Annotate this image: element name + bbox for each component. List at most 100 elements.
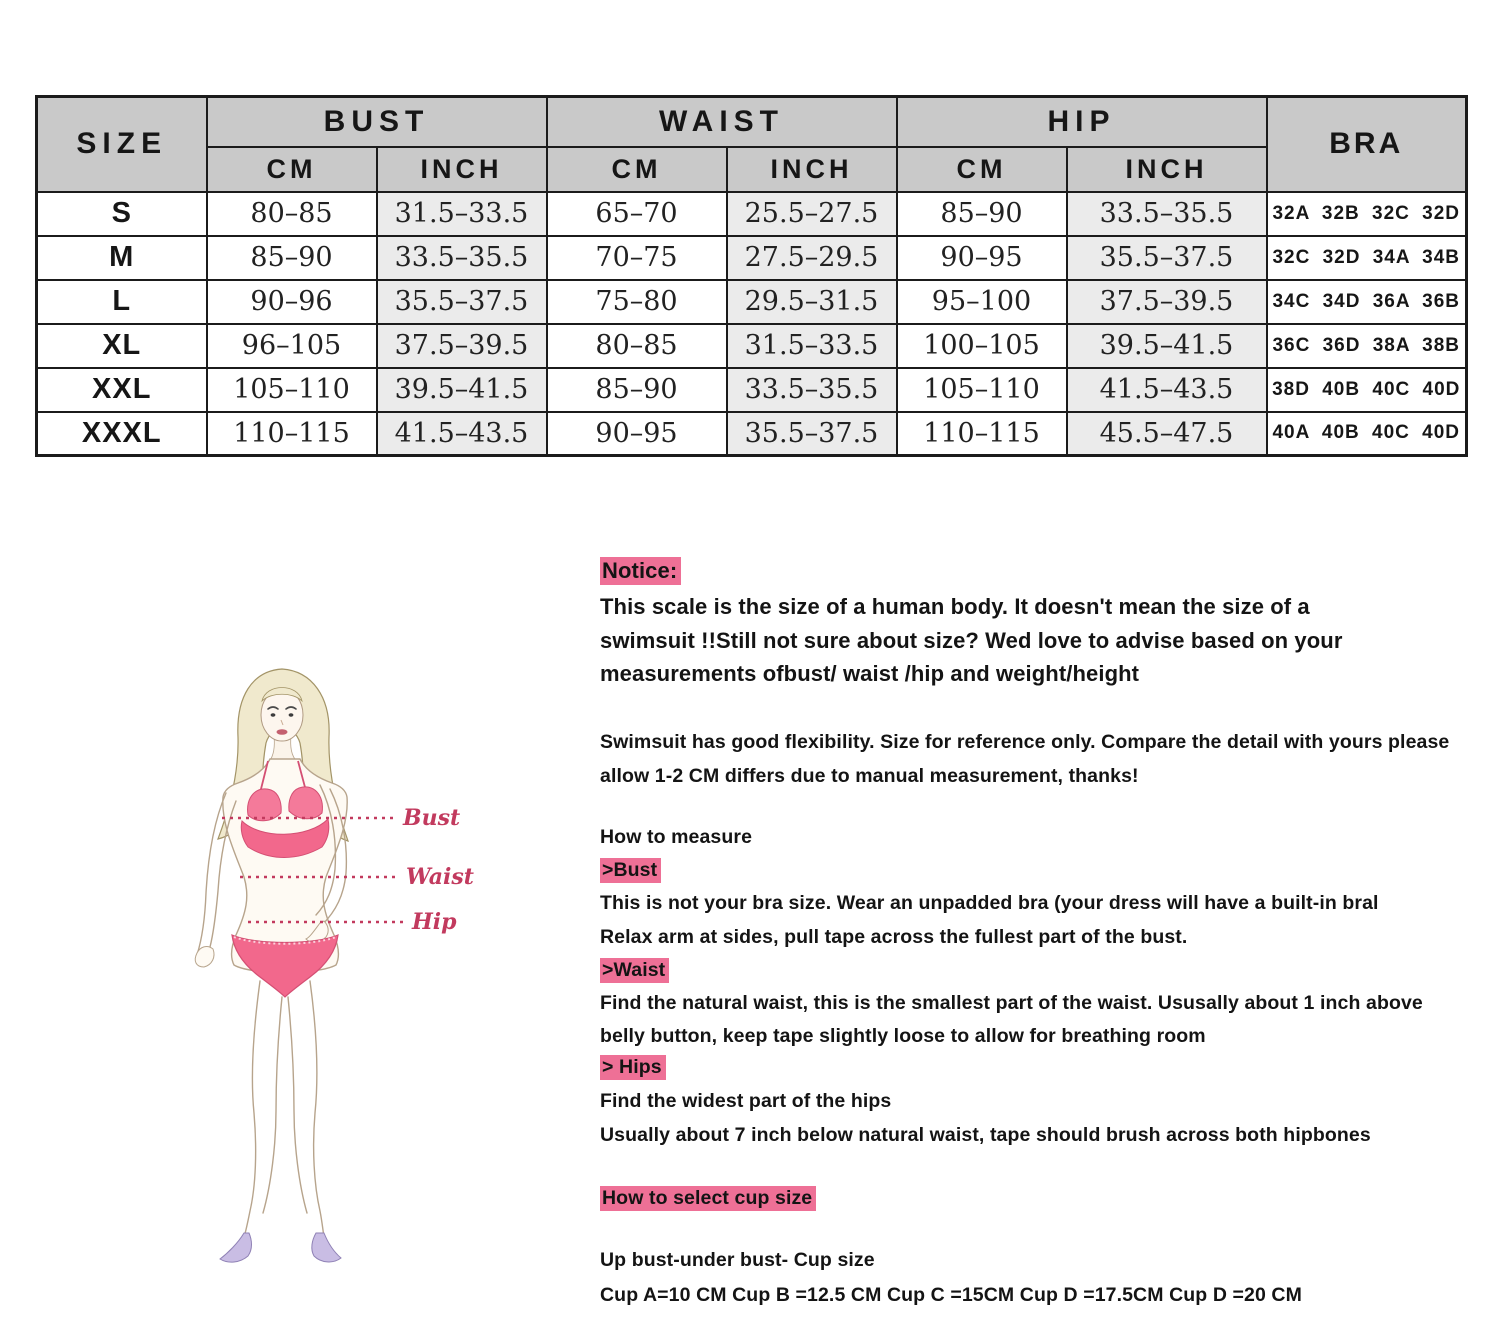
col-subheader-hip-inch: INCH — [1065, 145, 1268, 193]
bust-label: Bust — [402, 805, 460, 831]
hip-inch-value: 35.5–37.5 — [1065, 234, 1268, 281]
bra-value: 38D 40B 40C 40D — [1265, 366, 1468, 413]
bust-section-heading: >Bust — [600, 857, 662, 883]
notice-heading: Notice: — [600, 557, 682, 585]
size-chart-table-container: SIZE BUST WAIST HIP BRA CM INCH CM INCH … — [35, 95, 1468, 457]
hip-inch-value: 45.5–47.5 — [1065, 410, 1268, 457]
bust-inch-value: 33.5–35.5 — [375, 234, 548, 281]
bikini-top-cup-left — [247, 788, 282, 822]
hip-cm-value: 85–90 — [895, 190, 1068, 237]
notice-text-line: measurements ofbust/ waist /hip and weig… — [600, 661, 1140, 686]
bikini-bottom-waistband — [233, 936, 337, 945]
flexibility-text-line: allow 1-2 CM differs due to manual measu… — [600, 765, 1139, 787]
figure-shoe-left — [219, 1232, 252, 1263]
col-header-hip: HIP — [895, 95, 1268, 148]
notice-text-line: This scale is the size of a human body. … — [600, 594, 1310, 619]
waist-cm-value: 85–90 — [545, 366, 728, 413]
figure-nose — [280, 719, 284, 726]
bikini-top-band — [240, 817, 330, 858]
hip-inch-value: 37.5–39.5 — [1065, 278, 1268, 325]
size-value: XXXL — [35, 410, 208, 457]
bra-value: 40A 40B 40C 40D — [1265, 410, 1468, 457]
figure-shoe-right — [311, 1232, 342, 1263]
figure-eye-right — [288, 713, 294, 717]
waist-inch-value: 33.5–35.5 — [725, 366, 898, 413]
table-header-row-units: CM INCH CM INCH CM INCH — [37, 145, 1467, 193]
table-row: M 85–90 33.5–35.5 70–75 27.5–29.5 90–95 … — [35, 234, 1468, 281]
hip-inch-value: 39.5–41.5 — [1065, 322, 1268, 369]
table-row: XL 96–105 37.5–39.5 80–85 31.5–33.5 100–… — [35, 322, 1468, 369]
waist-cm-value: 80–85 — [545, 322, 728, 369]
table-row: S 80–85 31.5–33.5 65–70 25.5–27.5 85–90 … — [35, 190, 1468, 237]
bust-cm-value: 110–115 — [205, 410, 378, 457]
flexibility-text-line: Swimsuit has good flexibility. Size for … — [600, 731, 1450, 753]
waist-cm-value: 90–95 — [545, 410, 728, 457]
size-value: S — [35, 190, 208, 237]
waist-inch-value: 25.5–27.5 — [725, 190, 898, 237]
figure-sketch-svg: Bust Waist Hip — [194, 668, 474, 1263]
col-header-bust: BUST — [205, 95, 548, 148]
hip-inch-value: 41.5–43.5 — [1065, 366, 1268, 413]
hips-instruction-line: Usually about 7 inch below natural waist… — [600, 1124, 1371, 1146]
size-value: XL — [35, 322, 208, 369]
bra-value: 32A 32B 32C 32D — [1265, 190, 1468, 237]
size-chart-table: SIZE BUST WAIST HIP BRA CM INCH CM INCH … — [35, 95, 1468, 457]
how-to-measure-heading: How to measure — [600, 826, 753, 848]
size-value: L — [35, 278, 208, 325]
bust-inch-value: 37.5–39.5 — [375, 322, 548, 369]
table-row: L 90–96 35.5–37.5 75–80 29.5–31.5 95–100… — [35, 278, 1468, 325]
waist-cm-value: 65–70 — [545, 190, 728, 237]
bra-value: 32C 32D 34A 34B — [1265, 234, 1468, 281]
figure-fringe — [261, 687, 303, 703]
waist-inch-value: 29.5–31.5 — [725, 278, 898, 325]
waist-inch-value: 31.5–33.5 — [725, 322, 898, 369]
hips-section-heading: > Hips — [600, 1054, 666, 1080]
cup-size-heading: How to select cup size — [600, 1185, 817, 1211]
col-subheader-waist-cm: CM — [545, 145, 728, 193]
size-value: M — [35, 234, 208, 281]
table-row: XXXL 110–115 41.5–43.5 90–95 35.5–37.5 1… — [35, 410, 1468, 457]
col-subheader-hip-cm: CM — [895, 145, 1068, 193]
col-subheader-bust-cm: CM — [205, 145, 378, 193]
bust-inch-value: 31.5–33.5 — [375, 190, 548, 237]
bikini-top-cup-right — [288, 786, 323, 820]
bra-value: 36C 36D 38A 38B — [1265, 322, 1468, 369]
bust-instruction-line: This is not your bra size. Wear an unpad… — [600, 892, 1379, 914]
waist-cm-value: 70–75 — [545, 234, 728, 281]
bust-inch-value: 35.5–37.5 — [375, 278, 548, 325]
bust-inch-value: 41.5–43.5 — [375, 410, 548, 457]
figure-brows — [267, 706, 297, 710]
bikini-top-strap-left — [259, 760, 269, 794]
waist-instruction-line: Find the natural waist, this is the smal… — [600, 992, 1423, 1014]
body-measurement-figure: Bust Waist Hip — [160, 645, 520, 1265]
col-header-bra: BRA — [1265, 95, 1468, 193]
bikini-top-strap-right — [297, 760, 307, 792]
col-header-size: SIZE — [35, 95, 208, 193]
col-subheader-bust-inch: INCH — [375, 145, 548, 193]
waist-label: Waist — [406, 864, 474, 890]
figure-eye-left — [270, 713, 276, 717]
col-subheader-waist-inch: INCH — [725, 145, 898, 193]
bust-cm-value: 85–90 — [205, 234, 378, 281]
waist-inch-value: 27.5–29.5 — [725, 234, 898, 281]
bust-cm-value: 96–105 — [205, 322, 378, 369]
hip-label: Hip — [411, 909, 457, 935]
bust-cm-value: 90–96 — [205, 278, 378, 325]
col-header-waist: WAIST — [545, 95, 898, 148]
hip-cm-value: 95–100 — [895, 278, 1068, 325]
hip-cm-value: 90–95 — [895, 234, 1068, 281]
measurement-notes: Notice: This scale is the size of a huma… — [600, 0, 1480, 1342]
hips-instruction-line: Find the widest part of the hips — [600, 1090, 892, 1112]
bust-cm-value: 80–85 — [205, 190, 378, 237]
hip-inch-value: 33.5–35.5 — [1065, 190, 1268, 237]
hip-cm-value: 110–115 — [895, 410, 1068, 457]
cup-size-formula-line: Up bust-under bust- Cup size — [600, 1249, 875, 1271]
hip-cm-value: 100–105 — [895, 322, 1068, 369]
table-header-row-groups: SIZE BUST WAIST HIP BRA — [35, 95, 1468, 193]
figure-left-hand — [194, 945, 215, 968]
bra-value: 34C 34D 36A 36B — [1265, 278, 1468, 325]
cup-size-values-line: Cup A=10 CM Cup B =12.5 CM Cup C =15CM C… — [600, 1284, 1302, 1306]
hip-cm-value: 105–110 — [895, 366, 1068, 413]
figure-lips — [276, 729, 288, 735]
